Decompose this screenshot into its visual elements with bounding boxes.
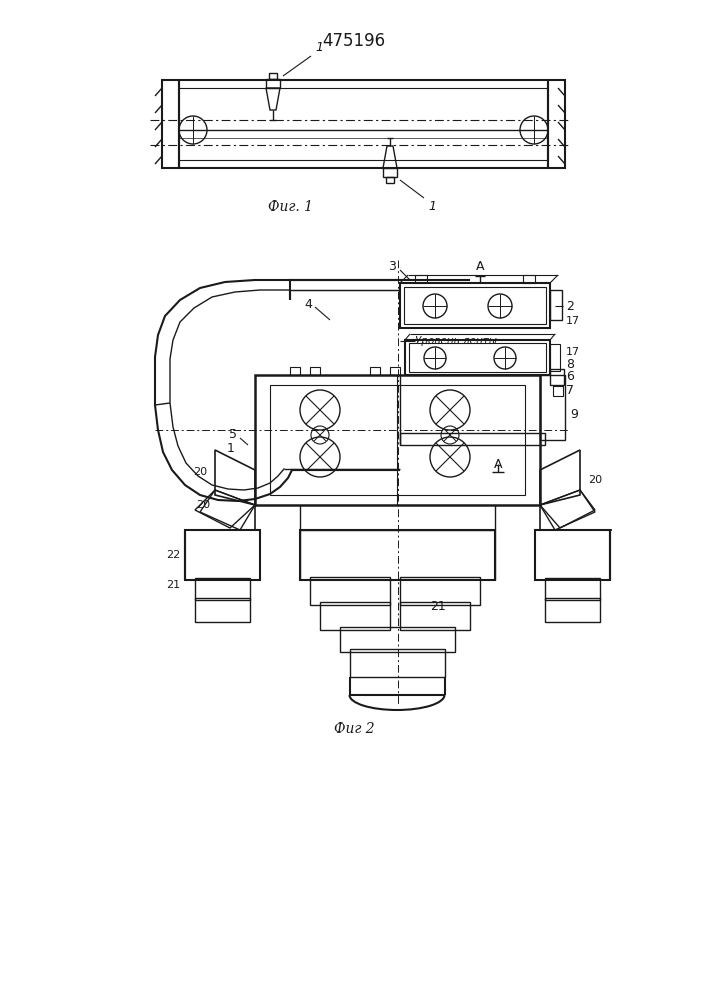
Text: 1: 1 <box>315 41 323 54</box>
Text: A: A <box>476 260 484 273</box>
Text: 8: 8 <box>566 358 574 370</box>
Bar <box>386 177 394 183</box>
Bar <box>400 602 470 630</box>
Bar <box>409 343 546 372</box>
Bar <box>545 578 600 600</box>
Bar <box>550 369 564 385</box>
Bar <box>195 598 250 622</box>
Text: 5: 5 <box>229 428 237 442</box>
Text: 4: 4 <box>304 298 312 312</box>
Bar <box>290 367 300 375</box>
Bar <box>400 577 480 605</box>
Text: 17: 17 <box>566 347 580 357</box>
Text: 1: 1 <box>428 200 436 213</box>
Text: 22: 22 <box>165 550 180 560</box>
Bar <box>550 344 560 371</box>
Bar <box>390 367 400 375</box>
Bar <box>545 598 600 622</box>
Bar <box>540 375 565 440</box>
Bar <box>320 602 390 630</box>
Bar <box>400 433 545 445</box>
Text: 20: 20 <box>196 500 210 510</box>
Text: 20: 20 <box>193 467 207 477</box>
Bar <box>535 530 610 580</box>
Text: A: A <box>493 458 502 472</box>
Text: 17: 17 <box>566 316 580 326</box>
Text: 6: 6 <box>566 370 574 383</box>
Bar <box>553 386 563 396</box>
Bar <box>548 80 565 168</box>
Bar <box>269 73 277 79</box>
Bar <box>266 79 280 88</box>
Text: 2: 2 <box>566 300 574 312</box>
Bar <box>255 375 540 505</box>
Bar <box>300 530 495 580</box>
Text: Фиг. 1: Фиг. 1 <box>267 200 312 214</box>
Bar <box>185 530 260 580</box>
Text: 21: 21 <box>166 580 180 590</box>
Bar <box>195 578 250 600</box>
Bar <box>270 385 525 495</box>
Text: Уровень ленты: Уровень ленты <box>415 336 497 346</box>
Bar <box>404 287 546 324</box>
Text: 7: 7 <box>566 383 574 396</box>
Text: 21: 21 <box>430 600 445 613</box>
Bar <box>310 577 390 605</box>
Text: Фиг 2: Фиг 2 <box>334 722 374 736</box>
Bar <box>523 275 535 283</box>
Text: 475196: 475196 <box>322 32 385 50</box>
Bar <box>162 80 179 168</box>
Bar <box>350 649 445 677</box>
Bar <box>383 168 397 177</box>
Bar <box>370 367 380 375</box>
Text: 3: 3 <box>388 260 396 273</box>
Bar <box>415 275 427 283</box>
Text: 1: 1 <box>227 442 235 454</box>
Bar <box>405 340 550 375</box>
Bar <box>400 283 550 328</box>
Bar <box>310 367 320 375</box>
Text: 9: 9 <box>570 408 578 422</box>
Bar <box>340 627 455 652</box>
Text: 20: 20 <box>588 475 602 485</box>
Bar <box>550 290 562 320</box>
